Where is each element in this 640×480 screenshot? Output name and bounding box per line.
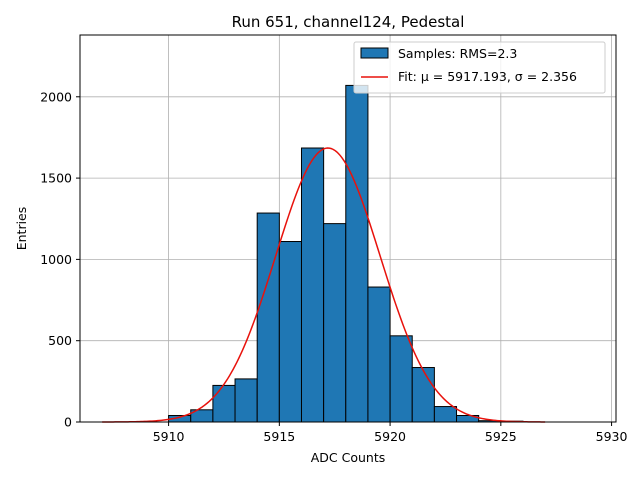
legend-label-fit: Fit: μ = 5917.193, σ = 2.356 — [398, 69, 577, 84]
x-axis-label: ADC Counts — [311, 450, 386, 465]
chart-title: Run 651, channel124, Pedestal — [232, 13, 465, 31]
histogram-bar — [300, 147, 325, 423]
histogram-bar — [323, 223, 347, 423]
y-axis-label: Entries — [14, 207, 29, 251]
legend-box — [353, 41, 606, 94]
histogram-bar — [389, 335, 413, 423]
legend-swatch-histogram — [360, 47, 389, 59]
y-tick-label: 1500 — [40, 171, 72, 186]
histogram-bar — [256, 212, 280, 423]
y-tick-label: 500 — [48, 333, 72, 348]
histogram-bar — [345, 84, 369, 423]
x-tick-label: 5925 — [485, 429, 517, 444]
legend-label-histogram: Samples: RMS=2.3 — [398, 46, 517, 61]
legend: Samples: RMS=2.3 Fit: μ = 5917.193, σ = … — [353, 41, 606, 94]
plot-frame — [79, 34, 617, 423]
y-tick-label: 1000 — [40, 252, 72, 267]
histogram-bars — [168, 84, 524, 423]
x-tick-label: 5920 — [374, 429, 406, 444]
histogram-bar — [411, 367, 435, 423]
y-tick-label: 0 — [64, 415, 72, 430]
x-tick-label: 5915 — [263, 429, 295, 444]
histogram-bar — [212, 384, 236, 423]
histogram-bar — [234, 378, 258, 423]
histogram-bar — [278, 241, 302, 423]
x-axis-ticks: 5910 5915 5920 5925 5930 — [153, 422, 628, 444]
histogram-bar — [433, 406, 458, 423]
y-tick-label: 2000 — [40, 89, 72, 104]
x-tick-label: 5910 — [153, 429, 185, 444]
histogram-bar — [367, 286, 391, 423]
y-axis-ticks: 0 500 1000 1500 2000 — [40, 89, 80, 430]
x-tick-label: 5930 — [596, 429, 628, 444]
fit-curve — [102, 147, 546, 423]
